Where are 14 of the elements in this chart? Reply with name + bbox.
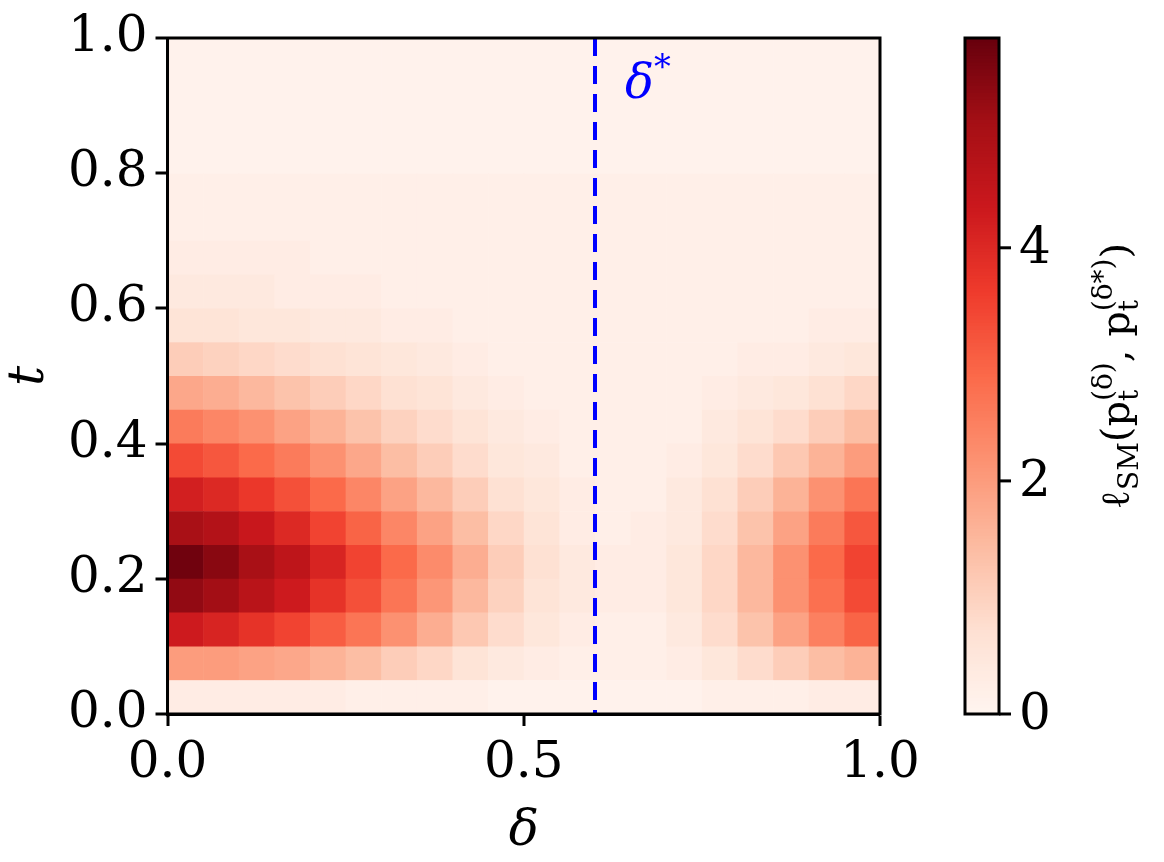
y-tick-label: 1.0 [67, 4, 148, 63]
y-tick-label: 0.2 [67, 545, 148, 604]
x-tick-label: 1.0 [840, 730, 920, 789]
y-tick-label: 0.4 [67, 410, 148, 469]
text: ℓSM(pt(δ), pt(δ*)) [1086, 242, 1145, 510]
x-tick-label: 0.5 [483, 730, 564, 789]
color-bar-label: 4 [1019, 216, 1051, 275]
y-tick-label: 0.6 [67, 275, 148, 334]
color-bar-label: 0 [1019, 682, 1051, 741]
ref-line-label: δ* [625, 46, 671, 109]
x-axis-title: δ [508, 798, 539, 857]
y-axis-title: t [0, 365, 55, 387]
color-bar-label: 2 [1019, 449, 1051, 508]
y-tick-label: 0.8 [67, 140, 148, 199]
